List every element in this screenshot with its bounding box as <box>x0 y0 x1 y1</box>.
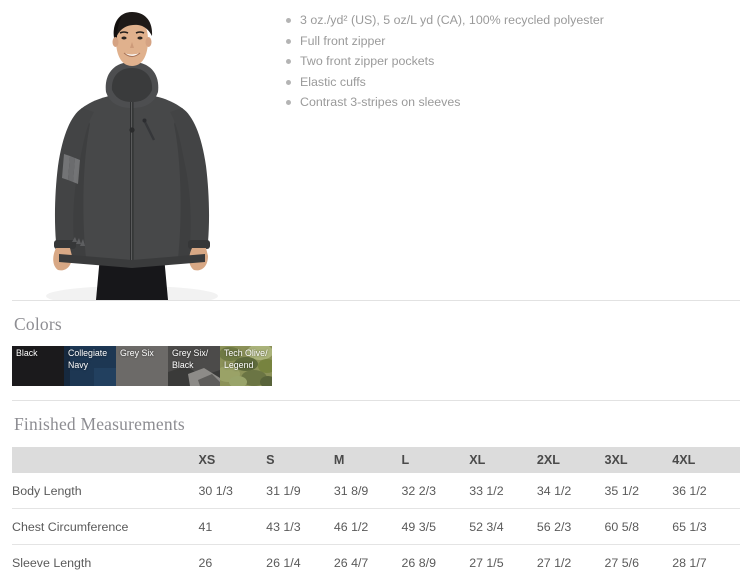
list-item: Elastic cuffs <box>286 74 736 90</box>
cell-sleeve-2xl: 27 1/2 <box>537 545 605 580</box>
list-item: Two front zipper pockets <box>286 53 736 69</box>
measurements-table-wrapper: XS S M L XL 2XL 3XL 4XL Body Length 30 1… <box>12 447 740 580</box>
column-header-l: L <box>402 447 470 473</box>
product-photo-illustration <box>12 4 252 300</box>
cell-sleeve-4xl: 28 1/7 <box>672 545 740 580</box>
cell-body-length-m: 31 8/9 <box>334 473 402 509</box>
feature-text: Contrast 3-stripes on sleeves <box>300 94 460 110</box>
cell-body-length-3xl: 35 1/2 <box>605 473 673 509</box>
color-swatch-label: Tech Olive/ Legend <box>224 348 271 371</box>
bullet-icon <box>286 100 291 105</box>
list-item: Full front zipper <box>286 33 736 49</box>
cell-chest-3xl: 60 5/8 <box>605 509 673 545</box>
cell-chest-xl: 52 3/4 <box>469 509 537 545</box>
row-label-chest-circumference: Chest Circumference <box>12 509 199 545</box>
feature-text: Elastic cuffs <box>300 74 366 90</box>
column-header-m: M <box>334 447 402 473</box>
product-image[interactable] <box>12 4 252 300</box>
cell-body-length-xl: 33 1/2 <box>469 473 537 509</box>
column-header-blank <box>12 447 199 473</box>
column-header-xs: XS <box>199 447 267 473</box>
feature-text: Two front zipper pockets <box>300 53 434 69</box>
feature-text: Full front zipper <box>300 33 385 49</box>
bullet-icon <box>286 39 291 44</box>
row-label-body-length: Body Length <box>12 473 199 509</box>
product-overview: 3 oz./yd² (US), 5 oz/L yd (CA), 100% rec… <box>0 0 752 300</box>
cell-body-length-s: 31 1/9 <box>266 473 334 509</box>
color-swatch-label: Grey Six/ Black <box>172 348 219 371</box>
cell-sleeve-l: 26 8/9 <box>402 545 470 580</box>
column-header-4xl: 4XL <box>672 447 740 473</box>
color-swatch-collegiate-navy[interactable]: Collegiate Navy <box>64 346 116 386</box>
cell-chest-xs: 41 <box>199 509 267 545</box>
color-swatch-label: Black <box>16 348 63 360</box>
row-label-sleeve-length: Sleeve Length <box>12 545 199 580</box>
table-row: Body Length 30 1/3 31 1/9 31 8/9 32 2/3 … <box>12 473 740 509</box>
cell-chest-4xl: 65 1/3 <box>672 509 740 545</box>
cell-chest-l: 49 3/5 <box>402 509 470 545</box>
bullet-icon <box>286 80 291 85</box>
list-item: 3 oz./yd² (US), 5 oz/L yd (CA), 100% rec… <box>286 12 736 28</box>
colors-heading: Colors <box>0 301 752 335</box>
bullet-icon <box>286 18 291 23</box>
bullet-icon <box>286 59 291 64</box>
product-features-list: 3 oz./yd² (US), 5 oz/L yd (CA), 100% rec… <box>286 12 736 115</box>
column-header-xl: XL <box>469 447 537 473</box>
cell-chest-m: 46 1/2 <box>334 509 402 545</box>
cell-body-length-xs: 30 1/3 <box>199 473 267 509</box>
color-swatch-label: Collegiate Navy <box>68 348 115 371</box>
column-header-2xl: 2XL <box>537 447 605 473</box>
color-swatch-label: Grey Six <box>120 348 167 360</box>
measurements-table: XS S M L XL 2XL 3XL 4XL Body Length 30 1… <box>12 447 740 580</box>
cell-sleeve-m: 26 4/7 <box>334 545 402 580</box>
table-body: Body Length 30 1/3 31 1/9 31 8/9 32 2/3 … <box>12 473 740 580</box>
cell-chest-2xl: 56 2/3 <box>537 509 605 545</box>
column-header-s: S <box>266 447 334 473</box>
color-swatch-grey-six-black[interactable]: Grey Six/ Black <box>168 346 220 386</box>
cell-sleeve-s: 26 1/4 <box>266 545 334 580</box>
color-swatch-black[interactable]: Black <box>12 346 64 386</box>
table-row: Chest Circumference 41 43 1/3 46 1/2 49 … <box>12 509 740 545</box>
cell-body-length-2xl: 34 1/2 <box>537 473 605 509</box>
color-swatch-tech-olive-legend[interactable]: Tech Olive/ Legend <box>220 346 272 386</box>
color-swatch-list: Black Collegiate Navy Grey Six Grey Six/… <box>12 346 272 386</box>
measurements-heading: Finished Measurements <box>0 401 752 435</box>
cell-sleeve-3xl: 27 5/6 <box>605 545 673 580</box>
list-item: Contrast 3-stripes on sleeves <box>286 94 736 110</box>
cell-sleeve-xl: 27 1/5 <box>469 545 537 580</box>
color-swatch-grey-six[interactable]: Grey Six <box>116 346 168 386</box>
table-header-row: XS S M L XL 2XL 3XL 4XL <box>12 447 740 473</box>
cell-body-length-4xl: 36 1/2 <box>672 473 740 509</box>
cell-chest-s: 43 1/3 <box>266 509 334 545</box>
table-row: Sleeve Length 26 26 1/4 26 4/7 26 8/9 27… <box>12 545 740 580</box>
cell-body-length-l: 32 2/3 <box>402 473 470 509</box>
column-header-3xl: 3XL <box>605 447 673 473</box>
feature-text: 3 oz./yd² (US), 5 oz/L yd (CA), 100% rec… <box>300 12 604 28</box>
table-header: XS S M L XL 2XL 3XL 4XL <box>12 447 740 473</box>
cell-sleeve-xs: 26 <box>199 545 267 580</box>
